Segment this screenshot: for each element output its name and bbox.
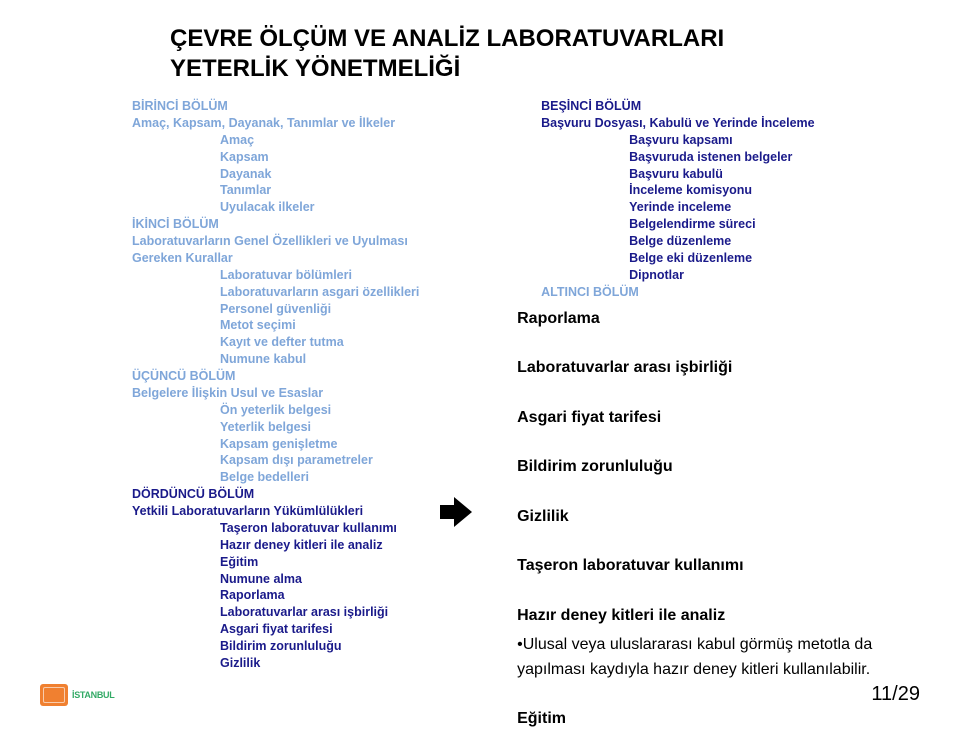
s5-item: Dipnotlar xyxy=(629,267,920,284)
s5-item: Başvuru kapsamı xyxy=(629,132,920,149)
detail-box: Raporlama Laboratuvarlar arası işbirliği… xyxy=(509,301,920,738)
footer: İSTANBUL 11/29 xyxy=(40,683,920,706)
s2-item: Laboratuvar bölümleri xyxy=(220,267,501,284)
s3-item: Kapsam genişletme xyxy=(220,436,501,453)
s1-item: Kapsam xyxy=(220,149,501,166)
title-block: ÇEVRE ÖLÇÜM VE ANALİZ LABORATUVARLARI YE… xyxy=(170,24,920,84)
s4-item: Eğitim xyxy=(220,554,501,571)
section-5-head: BEŞİNCİ BÖLÜM xyxy=(541,98,920,115)
s4-item: Hazır deney kitleri ile analiz xyxy=(220,537,501,554)
s1-item: Uyulacak ilkeler xyxy=(220,199,501,216)
s2-item: Kayıt ve defter tutma xyxy=(220,334,501,351)
title-line-1: ÇEVRE ÖLÇÜM VE ANALİZ LABORATUVARLARI xyxy=(170,24,920,54)
content-columns: BİRİNCİ BÖLÜM Amaç, Kapsam, Dayanak, Tan… xyxy=(40,98,920,738)
s5-item: İnceleme komisyonu xyxy=(629,182,920,199)
right-column: BEŞİNCİ BÖLÜM Başvuru Dosyası, Kabulü ve… xyxy=(509,98,920,738)
section-3-sub: Belgelere İlişkin Usul ve Esaslar xyxy=(132,385,501,402)
s4-item: Bildirim zorunluluğu xyxy=(220,638,501,655)
s4-item: Gizlilik xyxy=(220,655,501,672)
s1-item: Amaç xyxy=(220,132,501,149)
logo-badge-icon xyxy=(40,684,68,706)
s4-item: Numune alma xyxy=(220,571,501,588)
s1-item: Tanımlar xyxy=(220,182,501,199)
s2-item: Personel güvenliği xyxy=(220,301,501,318)
s3-item: Ön yeterlik belgesi xyxy=(220,402,501,419)
s5-item: Belge eki düzenleme xyxy=(629,250,920,267)
s5-item: Başvuruda istenen belgeler xyxy=(629,149,920,166)
box-line: Gizlilik xyxy=(517,505,912,530)
section-2-sub2: Gereken Kurallar xyxy=(132,250,501,267)
logo: İSTANBUL xyxy=(40,684,114,706)
s4-item: Asgari fiyat tarifesi xyxy=(220,621,501,638)
section-2-head: İKİNCİ BÖLÜM xyxy=(132,216,501,233)
page-number: 11/29 xyxy=(871,683,920,706)
s5-item: Başvuru kabulü xyxy=(629,166,920,183)
s3-item: Belge bedelleri xyxy=(220,469,501,486)
box-line: Taşeron laboratuvar kullanımı xyxy=(517,554,912,579)
box-bullet: •Ulusal veya uluslararası kabul görmüş m… xyxy=(517,633,912,683)
s1-item: Dayanak xyxy=(220,166,501,183)
section-3-head: ÜÇÜNCÜ BÖLÜM xyxy=(132,368,501,385)
section-1-head: BİRİNCİ BÖLÜM xyxy=(132,98,501,115)
box-line: Eğitim xyxy=(517,707,912,732)
box-line: Bildirim zorunluluğu xyxy=(517,455,912,480)
box-line: Asgari fiyat tarifesi xyxy=(517,406,912,431)
s3-item: Kapsam dışı parametreler xyxy=(220,452,501,469)
slide: ÇEVRE ÖLÇÜM VE ANALİZ LABORATUVARLARI YE… xyxy=(0,0,960,716)
s5-item: Yerinde inceleme xyxy=(629,199,920,216)
left-column: BİRİNCİ BÖLÜM Amaç, Kapsam, Dayanak, Tan… xyxy=(100,98,501,738)
arrow-right-icon xyxy=(440,495,474,529)
logo-text: İSTANBUL xyxy=(72,690,114,700)
section-5-sub: Başvuru Dosyası, Kabulü ve Yerinde İncel… xyxy=(541,115,920,132)
box-line: Raporlama xyxy=(517,307,912,332)
section-1-sub: Amaç, Kapsam, Dayanak, Tanımlar ve İlkel… xyxy=(132,115,501,132)
s5-item: Belge düzenleme xyxy=(629,233,920,250)
section-2-sub1: Laboratuvarların Genel Özellikleri ve Uy… xyxy=(132,233,501,250)
s2-item: Numune kabul xyxy=(220,351,501,368)
s4-item: Raporlama xyxy=(220,587,501,604)
box-line: Laboratuvarlar arası işbirliği xyxy=(517,356,912,381)
s5-item: Belgelendirme süreci xyxy=(629,216,920,233)
s4-item: Laboratuvarlar arası işbirliği xyxy=(220,604,501,621)
section-6-head: ALTINCI BÖLÜM xyxy=(541,284,920,301)
s3-item: Yeterlik belgesi xyxy=(220,419,501,436)
title-line-2: YETERLİK YÖNETMELİĞİ xyxy=(170,54,920,84)
box-line: Hazır deney kitleri ile analiz xyxy=(517,604,912,629)
s2-item: Laboratuvarların asgari özellikleri xyxy=(220,284,501,301)
s2-item: Metot seçimi xyxy=(220,317,501,334)
